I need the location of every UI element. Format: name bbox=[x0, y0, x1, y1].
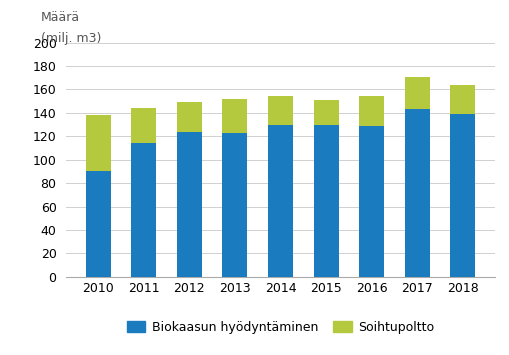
Bar bbox=[267, 97, 293, 125]
Bar bbox=[358, 97, 383, 126]
Bar bbox=[313, 125, 338, 277]
Legend: Biokaasun hyödyntäminen, Soihtupoltto: Biokaasun hyödyntäminen, Soihtupoltto bbox=[122, 316, 438, 339]
Bar bbox=[449, 114, 474, 277]
Bar bbox=[358, 126, 383, 277]
Bar bbox=[404, 77, 429, 109]
Text: (milj. m3): (milj. m3) bbox=[41, 32, 101, 45]
Bar bbox=[222, 133, 247, 277]
Bar bbox=[86, 171, 110, 277]
Bar bbox=[404, 109, 429, 277]
Text: Määrä: Määrä bbox=[41, 11, 80, 24]
Bar bbox=[313, 100, 338, 125]
Bar bbox=[267, 125, 293, 277]
Bar bbox=[131, 108, 156, 143]
Bar bbox=[222, 99, 247, 133]
Bar bbox=[449, 85, 474, 114]
Bar bbox=[177, 132, 202, 277]
Bar bbox=[131, 143, 156, 277]
Bar bbox=[86, 115, 110, 171]
Bar bbox=[177, 102, 202, 132]
